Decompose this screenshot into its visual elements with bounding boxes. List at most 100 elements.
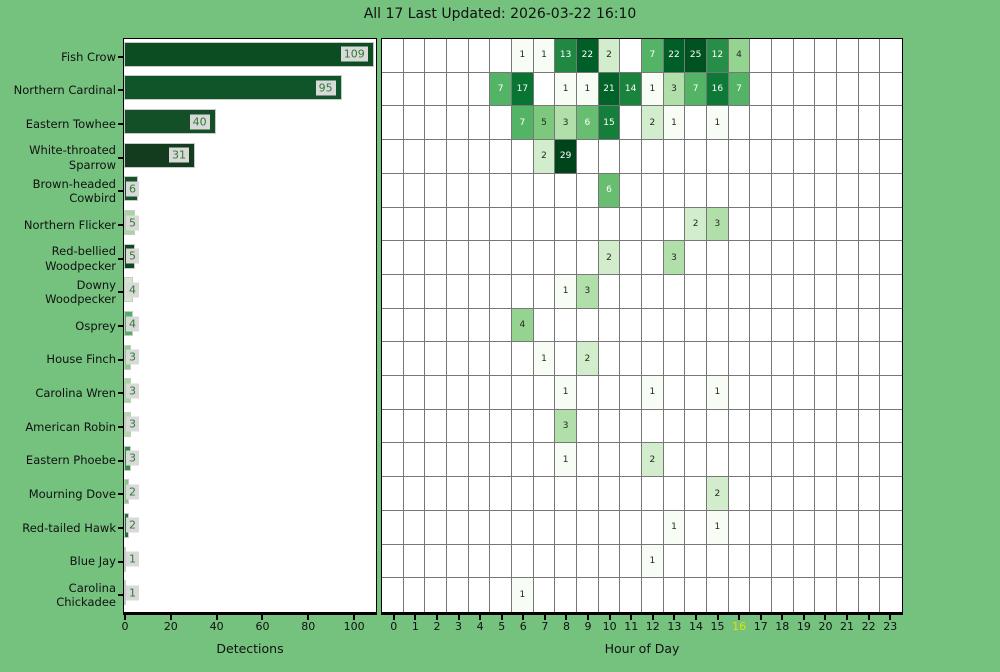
hour-tick-label: 9 [584, 620, 592, 633]
heatmap-cell [793, 342, 816, 377]
heatmap-cell [446, 140, 469, 174]
heatmap-cell [836, 140, 859, 174]
heatmap-cell [511, 342, 534, 377]
x-tick [802, 615, 805, 620]
heatmap-cell [382, 308, 404, 343]
heatmap-cell [468, 72, 491, 107]
heatmap-cell [685, 342, 707, 377]
heatmap-cell [750, 443, 772, 478]
bar-value-label: 2 [126, 517, 139, 533]
heatmap-cell [468, 342, 491, 377]
heatmap-cell [382, 207, 404, 242]
heatmap-cell [403, 510, 426, 545]
hour-tick-label: 1 [411, 620, 419, 633]
heatmap-cell [836, 376, 859, 410]
heatmap-cell [858, 173, 881, 208]
hour-tick-label: 17 [753, 620, 768, 633]
heatmap-cell [490, 140, 512, 174]
heatmap-cell: 5 [533, 106, 556, 141]
x-tick [261, 615, 264, 620]
heatmap-cell [468, 274, 491, 309]
heatmap-cell [446, 173, 469, 208]
heatmap-cell [641, 274, 664, 309]
heatmap-cell [837, 578, 859, 612]
y-tick [118, 392, 124, 395]
heatmap-cell [598, 510, 621, 545]
heatmap-cell [446, 274, 469, 309]
heatmap-cell: 1 [641, 544, 664, 579]
y-tick [118, 123, 124, 126]
heatmap-cell [446, 409, 469, 444]
heatmap-cell: 7 [641, 39, 664, 73]
bar-value-label: 4 [126, 316, 139, 331]
heatmap-cell [468, 308, 491, 343]
heatmap-cell [490, 342, 512, 377]
y-tick [118, 156, 124, 159]
heatmap-cell [685, 578, 707, 612]
heatmap-cell [446, 241, 469, 275]
heatmap-cell [858, 376, 881, 410]
heatmap-cell [793, 140, 816, 174]
heatmap-cell [685, 106, 707, 141]
heatmap-cell [858, 274, 881, 309]
bar-value-label: 3 [126, 383, 139, 399]
x-tick [673, 615, 676, 620]
heatmap-cell [880, 73, 902, 107]
heatmap-cell [815, 140, 837, 174]
heatmap-cell [382, 510, 404, 545]
bar-row: 2 [124, 512, 376, 538]
heatmap-cell [533, 443, 556, 478]
heatmap-cell [880, 410, 902, 444]
heatmap-cell [685, 376, 707, 410]
heatmap-cell [750, 72, 772, 107]
bar-value-label: 95 [315, 80, 336, 96]
heatmap-cell [598, 544, 621, 579]
heatmap-cell [533, 376, 556, 410]
bar-x-tick-label: 60 [255, 620, 270, 633]
bar-row: 5 [124, 210, 376, 236]
species-label: Mourning Dove [28, 487, 116, 502]
heatmap-cell [663, 376, 686, 410]
heatmap-cell [729, 578, 751, 612]
species-label: Red-tailed Hawk [22, 520, 116, 535]
heatmap-cell [685, 140, 707, 174]
heatmap-cell [771, 409, 794, 444]
heatmap-cell [706, 544, 729, 579]
heatmap-cell [403, 409, 426, 444]
heatmap-cell: 3 [663, 72, 686, 107]
heatmap-cell [728, 510, 751, 545]
bar-row: 40 [124, 109, 376, 135]
y-tick [118, 526, 124, 529]
heatmap-cell: 4 [728, 39, 751, 73]
species-label: Blue Jay [69, 554, 116, 569]
hour-tick-label: 8 [562, 620, 570, 633]
heatmap-cell [620, 510, 642, 545]
heatmap-cell [793, 308, 816, 343]
heatmap-cell [576, 443, 599, 478]
heatmap-cell [815, 544, 837, 579]
heatmap-cell: 2 [598, 39, 621, 73]
heatmap-cell: 1 [555, 443, 577, 478]
y-tick [118, 291, 124, 294]
y-tick [118, 224, 124, 227]
heatmap-cell [750, 241, 772, 275]
species-label: Northern Cardinal [13, 83, 116, 98]
heatmap-cell [728, 106, 751, 141]
species-label: Eastern Towhee [25, 116, 116, 131]
hour-tick-label: 21 [840, 620, 855, 633]
species-label: Northern Flicker [23, 217, 116, 232]
hour-tick-label: 7 [541, 620, 549, 633]
heatmap-cell [880, 106, 902, 141]
heatmap-cell [880, 443, 902, 478]
heatmap-cell [771, 39, 794, 73]
heatmap-cell [382, 241, 404, 275]
heatmap-cell [750, 106, 772, 141]
heatmap-cell [403, 342, 426, 377]
heatmap-cell [836, 173, 859, 208]
heatmap-cell [685, 308, 707, 343]
bar-value-label: 5 [126, 248, 139, 264]
heatmap-cell [728, 544, 751, 579]
heatmap-cell [598, 140, 621, 174]
heatmap-cell [750, 409, 772, 444]
heatmap-cell [815, 173, 837, 208]
